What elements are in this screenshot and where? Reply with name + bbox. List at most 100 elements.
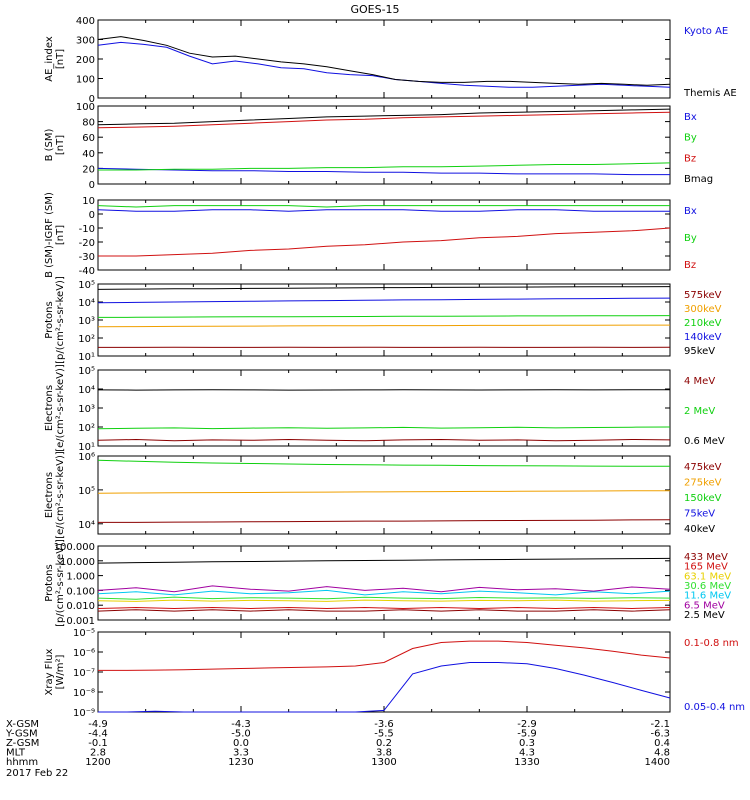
legend-entry: 140keV bbox=[684, 332, 722, 343]
axis-row-value: -2.9 bbox=[517, 719, 537, 730]
y-tick-label: 60 bbox=[82, 133, 95, 144]
axis-row-value: 0.0 bbox=[233, 738, 249, 749]
y-tick-label: 0.010 bbox=[66, 601, 95, 612]
axis-row-value: 1300 bbox=[371, 757, 396, 768]
y-tick-label: 400 bbox=[76, 16, 95, 27]
legend-entry: By bbox=[684, 133, 697, 144]
legend-entry: 0.05-0.4 nm bbox=[684, 702, 745, 713]
legend-entry: 2 MeV bbox=[684, 406, 715, 417]
panel-6: 10⁴ 10⁵ 10⁶ Electrons [e/(cm²-s-sr-keV)] 475k… bbox=[44, 451, 722, 539]
y-tick-label: 100 bbox=[76, 102, 95, 113]
y-tick-label: 10³ bbox=[78, 404, 95, 415]
y-tick-label: 10⁻⁶ bbox=[73, 648, 95, 659]
y-axis-label: [nT] bbox=[55, 135, 66, 155]
y-tick-label: 10⁻⁵ bbox=[73, 628, 95, 639]
y-tick-label: 0 bbox=[89, 94, 95, 105]
y-tick-label: 20 bbox=[82, 164, 95, 175]
axis-row-value: -4.4 bbox=[88, 729, 108, 740]
y-axis-label: AE_index bbox=[44, 36, 55, 82]
y-tick-label: 10¹ bbox=[78, 442, 95, 453]
y-tick-label: 100.000 bbox=[54, 542, 95, 553]
legend-entry: Themis AE bbox=[683, 88, 737, 99]
legend-entry: 300keV bbox=[684, 304, 722, 315]
series-line-63.1-MeV bbox=[97, 599, 671, 602]
date-label: 2017 Feb 22 bbox=[6, 768, 68, 779]
series-line-433-MeV bbox=[97, 609, 671, 612]
panel-4: 10¹ 10² 10³ 10⁴ 10⁵ Protons [p/(cm²-s-sr-keV)]… bbox=[44, 276, 722, 364]
y-tick-label: 0.001 bbox=[66, 616, 95, 627]
axis-row-value: -4.3 bbox=[231, 719, 251, 730]
series-line-140keV bbox=[97, 297, 671, 304]
series-line-Themis-AE bbox=[97, 36, 671, 86]
y-axis-label: [nT] bbox=[55, 49, 66, 69]
y-axis-label: [p/(cm²-s-sr-keV)] bbox=[55, 276, 66, 364]
legend-entry: 0.1-0.8 nm bbox=[684, 638, 739, 649]
y-tick-label: 100 bbox=[76, 75, 95, 86]
series-line-0.1-0.8-nm bbox=[98, 640, 671, 671]
series-line-300keV bbox=[97, 324, 670, 328]
panel-frame bbox=[97, 19, 671, 99]
legend-entry: Bz bbox=[684, 153, 696, 164]
y-tick-label: 10⁵ bbox=[78, 280, 95, 291]
series-line-Kyoto-AE bbox=[97, 41, 671, 88]
y-axis-label: Electrons bbox=[44, 385, 55, 431]
axis-row-value: -5.9 bbox=[517, 729, 537, 740]
y-tick-label: 10² bbox=[78, 423, 95, 434]
series-line-30.6-MeV bbox=[97, 596, 671, 600]
y-tick-label: 1.000 bbox=[66, 572, 95, 583]
legend-entry: 475keV bbox=[684, 462, 722, 473]
y-tick-label: -40 bbox=[79, 266, 95, 277]
axis-row-value: 0.4 bbox=[654, 738, 670, 749]
y-tick-label: 10¹ bbox=[78, 352, 95, 363]
chart-title: GOES-15 bbox=[350, 3, 399, 16]
axis-row-value: -2.1 bbox=[650, 719, 670, 730]
series-line-165-MeV bbox=[97, 606, 671, 610]
legend-entry: Bmag bbox=[684, 174, 713, 185]
series-line-475keV bbox=[98, 519, 671, 523]
y-tick-label: 10² bbox=[78, 334, 95, 345]
y-tick-label: 10 bbox=[82, 196, 95, 207]
panel-frame bbox=[97, 369, 671, 447]
legend-entry: 0.6 MeV bbox=[684, 436, 725, 447]
legend-entry: 575keV bbox=[684, 290, 722, 301]
axis-row-value: 0.2 bbox=[376, 738, 392, 749]
y-tick-label: 10³ bbox=[78, 316, 95, 327]
series-line-275keV bbox=[97, 490, 671, 494]
axis-row-value: -6.3 bbox=[650, 729, 670, 740]
series-line-Bx bbox=[97, 209, 670, 212]
series-line-6.5-MeV bbox=[97, 585, 671, 593]
series-line-95keV bbox=[97, 286, 671, 290]
legend-entry: 150keV bbox=[684, 493, 722, 504]
legend-entry: 2.5 MeV bbox=[684, 610, 725, 621]
axis-row-value: 0.3 bbox=[519, 738, 535, 749]
legend-entry: 40keV bbox=[684, 524, 715, 535]
y-axis-label: B (SM)-IGRF (SM) bbox=[44, 192, 55, 278]
y-tick-label: 200 bbox=[76, 55, 95, 66]
panel-5: 10¹ 10² 10³ 10⁴ 10⁵ Electrons [e/(cm²-s-sr-keV… bbox=[44, 364, 725, 453]
legend-entry: 75keV bbox=[684, 509, 715, 520]
panel-1: 0 100 200 300 400 AE_index [nT] Kyoto AE Themis … bbox=[44, 16, 737, 105]
axis-row-label: Y-GSM bbox=[5, 729, 38, 740]
y-axis-label: Xray Flux bbox=[44, 648, 55, 695]
bottom-axis-table: X-GSM -4.9 -4.3 -3.6 -2.9 -2.1 Y-GSM -4.4 -5.0 -5… bbox=[5, 719, 670, 779]
series-line-210keV bbox=[97, 315, 671, 318]
y-tick-label: 0 bbox=[89, 180, 95, 191]
panel-8: 10⁻⁹ 10⁻⁸ 10⁻⁷ 10⁻⁶ 10⁻⁵ Xray Flux [W/m²] 0.1-0… bbox=[44, 628, 745, 719]
y-axis-label: [e/(cm²-s-sr-keV)] bbox=[55, 451, 66, 539]
axis-row-value: 3.3 bbox=[233, 748, 249, 759]
y-tick-label: 40 bbox=[82, 149, 95, 160]
series-line-Bz bbox=[97, 111, 671, 129]
y-axis-label: [W/m²] bbox=[55, 654, 66, 689]
y-tick-label: 0 bbox=[89, 210, 95, 221]
legend-entry: By bbox=[684, 233, 697, 244]
y-tick-label: 10⁴ bbox=[78, 298, 95, 309]
panel-2: 0 20 40 60 80 100 B (SM) [nT] Bx By Bz Bmag bbox=[44, 102, 713, 191]
axis-row-value: -5.5 bbox=[374, 729, 394, 740]
y-tick-label: 300 bbox=[76, 36, 95, 47]
series-line-0.05-0.4-nm bbox=[98, 662, 671, 713]
y-tick-label: 10⁻⁸ bbox=[73, 688, 95, 699]
legend-entry: 11.6 MeV bbox=[684, 591, 731, 602]
series-line-4-MeV bbox=[97, 438, 671, 442]
